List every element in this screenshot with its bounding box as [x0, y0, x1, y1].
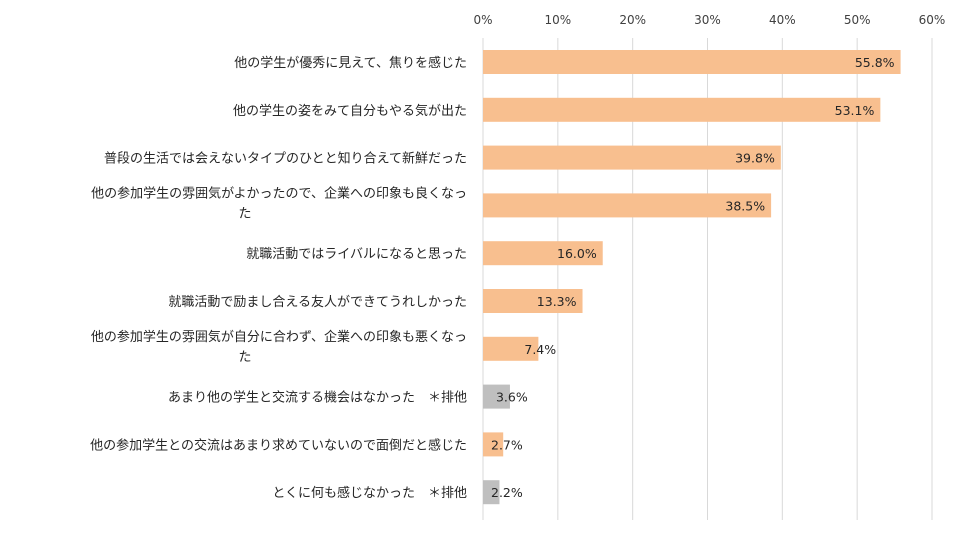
data-labels: 55.8% 53.1% 39.8% 38.5% 16.0% 13.3% 7.4% 3.6% 2.… — [491, 55, 895, 500]
bar — [483, 432, 504, 457]
bar — [483, 50, 901, 74]
bar — [483, 241, 603, 266]
category-label: 他の参加学生との交流はあまり求めていないので面倒だと感じた — [90, 437, 467, 453]
data-label: 55.8% — [855, 55, 895, 70]
bar — [483, 384, 510, 409]
category-label: 他の学生の姿をみて自分もやる気が出た — [233, 103, 467, 119]
category-label: 他の学生が優秀に見えて、焦りを感じた — [234, 55, 467, 71]
x-tick-label: 10% — [544, 13, 571, 27]
category-label: 他の参加学生の雰囲気がよかったので、企業への印象も良くなった — [91, 185, 467, 221]
x-tick-label: 20% — [619, 13, 646, 27]
bar — [483, 289, 583, 313]
bar — [483, 193, 772, 218]
x-axis-ticks: 0% 10% 20% 30% 40% 50% 60% — [473, 13, 945, 27]
data-label: 2.2% — [491, 485, 523, 500]
x-tick-label: 0% — [473, 13, 492, 27]
x-tick-label: 60% — [919, 13, 946, 27]
data-label: 13.3% — [537, 294, 577, 309]
bar — [483, 97, 881, 122]
category-label: とくに何も感じなかった ＊排他 — [272, 485, 467, 501]
data-label: 2.7% — [491, 437, 523, 452]
bar — [483, 336, 539, 361]
data-label: 53.1% — [835, 103, 875, 118]
category-label: 就職活動で励まし合える友人ができてうれしかった — [168, 294, 467, 310]
data-label: 3.6% — [496, 390, 528, 405]
data-label: 16.0% — [557, 246, 597, 261]
bar — [483, 145, 781, 170]
data-label: 39.8% — [735, 151, 775, 166]
category-label: 就職活動ではライバルになると思った — [246, 247, 467, 262]
bars — [483, 50, 901, 505]
x-tick-label: 50% — [844, 13, 871, 27]
data-label: 38.5% — [725, 198, 765, 213]
category-labels: 他の学生が優秀に見えて、焦りを感じた他の学生の姿をみて自分もやる気が出た普段の生… — [90, 55, 467, 501]
x-tick-label: 40% — [769, 13, 796, 27]
data-label: 7.4% — [524, 342, 556, 357]
bar — [483, 480, 500, 505]
x-tick-label: 30% — [694, 13, 721, 27]
category-label: 普段の生活では会えないタイプのひとと知り合えて新鮮だった — [104, 151, 467, 167]
category-label: 他の参加学生の雰囲気が自分に合わず、企業への印象も悪くなった — [91, 329, 467, 365]
category-label: あまり他の学生と交流する機会はなかった ＊排他 — [168, 390, 467, 406]
